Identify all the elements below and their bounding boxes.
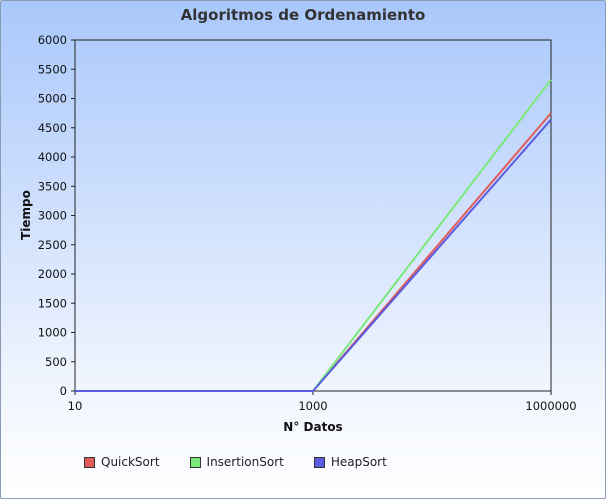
legend-swatch — [189, 456, 201, 468]
x-axis: 10 1000 1000000 — [68, 391, 577, 413]
y-tick-label: 5000 — [38, 92, 67, 106]
y-tick-label: 3000 — [38, 209, 67, 223]
legend-item-insertionsort[interactable]: InsertionSort — [189, 455, 284, 469]
y-tick-label: 2500 — [38, 238, 67, 252]
y-axis-title: Tiempo — [19, 190, 33, 240]
y-tick-label: 500 — [45, 355, 67, 369]
y-tick-label: 0 — [60, 384, 67, 398]
x-tick-label: 10 — [68, 399, 83, 413]
series-line-heapsort — [75, 118, 552, 392]
y-tick-label: 3500 — [38, 179, 67, 193]
legend-label: HeapSort — [330, 455, 387, 469]
chart-title: Algoritmos de Ordenamiento — [180, 6, 426, 24]
plot-area — [74, 39, 552, 392]
legend-swatch — [84, 456, 95, 468]
y-axis: 0 500 1000 1500 2000 2500 3000 3500 4000 4500 5000… — [38, 33, 75, 398]
y-tick-label: 4000 — [38, 150, 67, 164]
y-tick-label: 6000 — [38, 33, 67, 47]
legend-label: QuickSort — [101, 455, 160, 469]
y-tick-label: 4500 — [38, 121, 67, 135]
legend-label: InsertionSort — [206, 455, 284, 469]
y-tick-label: 1000 — [38, 326, 67, 340]
x-axis-title: N° Datos — [283, 420, 342, 434]
legend-item-heapsort[interactable]: HeapSort — [313, 455, 387, 469]
series-group — [75, 79, 552, 392]
x-tick-label: 1000 — [298, 399, 327, 413]
x-tick-label: 1000000 — [525, 399, 576, 413]
y-tick-label: 2000 — [38, 267, 67, 281]
y-tick-label: 1500 — [38, 296, 67, 310]
legend-item-quicksort[interactable]: QuickSort — [84, 455, 160, 469]
y-tick-label: 5500 — [38, 62, 67, 76]
legend-swatch — [313, 456, 325, 468]
legend: QuickSort InsertionSort HeapSort — [84, 455, 387, 469]
